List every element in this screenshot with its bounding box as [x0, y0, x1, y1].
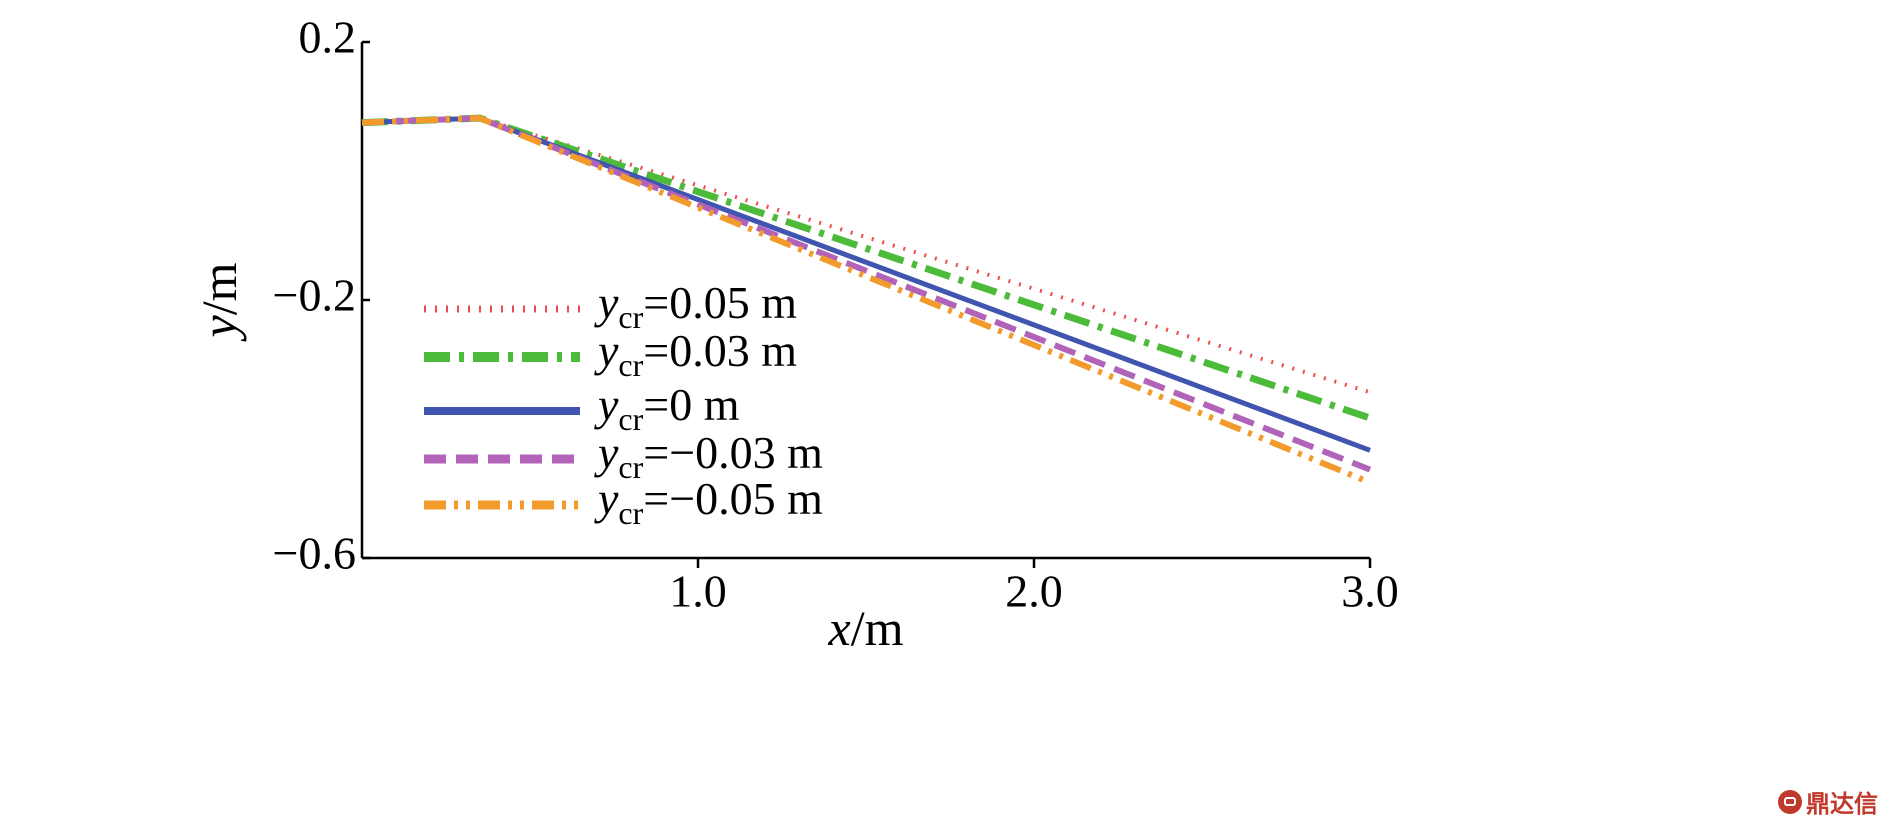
x-axis-label: x/m [828, 600, 904, 656]
watermark: 鼎达信 [1778, 784, 1878, 819]
legend-label-2: ycr=0 m [594, 379, 740, 437]
series-line-4 [361, 115, 1372, 486]
ticks: 1.0 2.0 3.0 0.2 −0.2 −0.6 [273, 12, 1399, 617]
series-line-0 [361, 116, 1371, 395]
series-layer [361, 114, 1372, 486]
series-line-3 [361, 115, 1372, 473]
y-tick-label: 0.2 [299, 12, 357, 63]
x-tick-label: 1.0 [669, 566, 727, 617]
logo-icon [1778, 789, 1802, 814]
y-tick-label: −0.2 [273, 270, 356, 321]
legend-label-3: ycr=−0.03 m [594, 427, 823, 485]
x-tick-label: 2.0 [1005, 566, 1063, 617]
series-line-2 [361, 115, 1371, 453]
watermark-text: 鼎达信 [1806, 790, 1878, 818]
legend-label-0: ycr=0.05 m [594, 277, 797, 335]
x-tick-label: 3.0 [1341, 566, 1399, 617]
legend-label-1: ycr=0.03 m [594, 325, 797, 383]
legend-label-4: ycr=−0.05 m [594, 473, 823, 531]
y-axis-label: y/m [191, 262, 247, 342]
axes [360, 42, 1370, 560]
axis-labels: x/m y/m [191, 262, 904, 656]
y-tick-label: −0.6 [273, 528, 356, 579]
